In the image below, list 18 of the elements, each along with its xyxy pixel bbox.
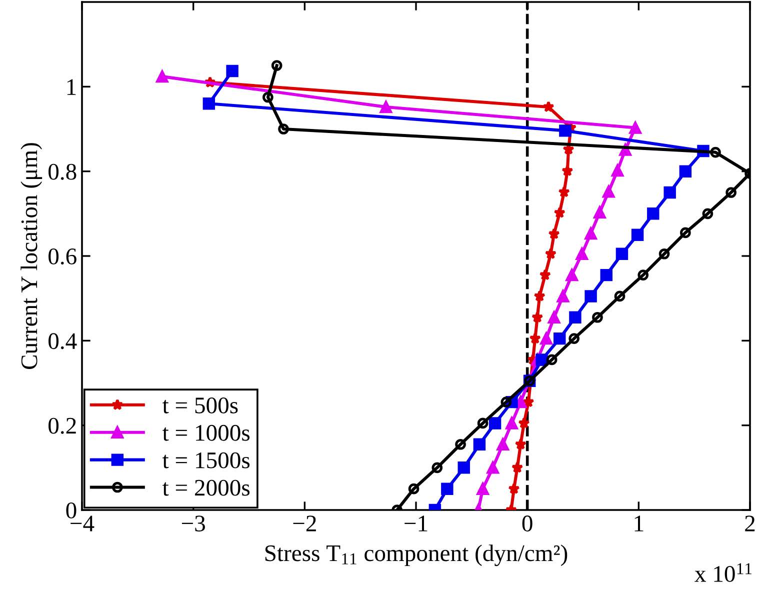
- x-tick-label: −2: [293, 516, 316, 532]
- y-tick-label: 0.2: [48, 418, 76, 434]
- x-tick-label: 0: [522, 516, 532, 532]
- legend-label: t = 1000s: [162, 424, 250, 441]
- x-tick-label: −3: [182, 516, 205, 532]
- text: x 10$^{11}$: [694, 563, 752, 582]
- x-tick-label: 2: [745, 516, 755, 532]
- legend-label: t = 500s: [162, 397, 238, 414]
- legend-label: t = 1500s: [162, 452, 250, 468]
- x-axis-title: Stress T$_{11}$ component (dyn/cm²): [265, 544, 568, 566]
- y-axis-title: Current Y location (μm): [20, 143, 42, 369]
- x-tick-label: −1: [404, 516, 428, 532]
- legend-label: t = 2000s: [162, 480, 250, 496]
- y-tick-label: 0.6: [48, 248, 76, 265]
- y-tick-label: 0.4: [48, 333, 77, 350]
- y-tick-label: 0.8: [48, 164, 76, 180]
- x-tick-label: 1: [634, 516, 644, 532]
- y-tick-label: 1: [67, 79, 76, 95]
